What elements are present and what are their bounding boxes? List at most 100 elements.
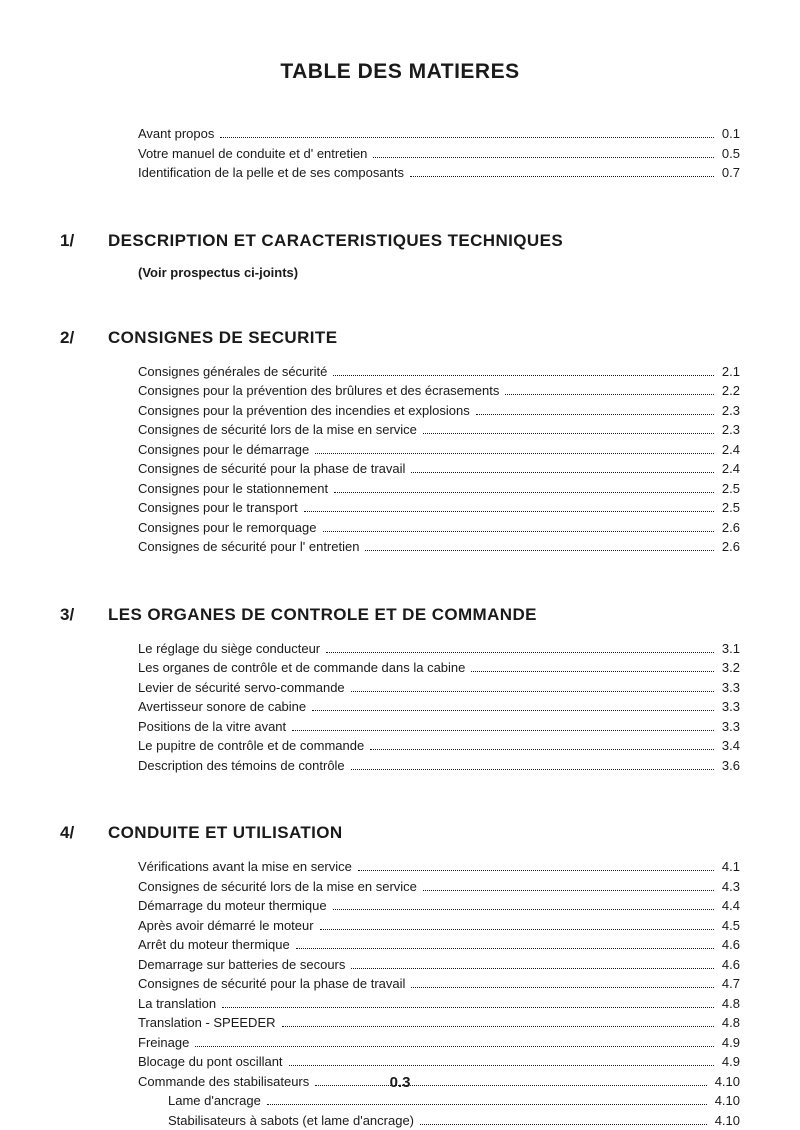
leader-dots: [333, 375, 714, 376]
section-number: 3/: [60, 605, 108, 625]
toc-entry-page: 2.4: [718, 440, 740, 460]
toc-entry-label: Consignes de sécurité lors de la mise en…: [138, 877, 417, 897]
toc-entry: Identification de la pelle et de ses com…: [138, 163, 740, 183]
toc-entry: Consignes pour la prévention des brûlure…: [138, 381, 740, 401]
leader-dots: [222, 1007, 714, 1008]
toc-entry: Consignes de sécurité pour la phase de t…: [138, 459, 740, 479]
toc-entry-page: 3.3: [718, 678, 740, 698]
section-number: 4/: [60, 823, 108, 843]
section-title: LES ORGANES DE CONTROLE ET DE COMMANDE: [108, 605, 537, 625]
toc-entry: Votre manuel de conduite et d' entretien…: [138, 144, 740, 164]
toc-entry-page: 0.5: [718, 144, 740, 164]
toc-entry: Consignes de sécurité pour l' entretien2…: [138, 537, 740, 557]
page-number: 0.3: [0, 1074, 800, 1091]
toc-entry-label: Positions de la vitre avant: [138, 717, 286, 737]
toc-section: 2/CONSIGNES DE SECURITE Consignes général…: [60, 328, 740, 557]
toc-entry-page: 0.1: [718, 124, 740, 144]
toc-entry-page: 2.6: [718, 518, 740, 538]
toc-entry-page: 3.3: [718, 697, 740, 717]
toc-entry-page: 2.2: [718, 381, 740, 401]
toc-entry-page: 4.9: [718, 1052, 740, 1072]
toc-entry: Consignes de sécurité lors de la mise en…: [138, 420, 740, 440]
toc-entry: Freinage4.9: [138, 1033, 740, 1053]
leader-dots: [351, 691, 714, 692]
toc-entry-page: 4.10: [711, 1091, 740, 1111]
toc-entry-page: 3.1: [718, 639, 740, 659]
leader-dots: [373, 157, 714, 158]
toc-entry: Après avoir démarré le moteur 4.5: [138, 916, 740, 936]
toc-entry-label: La translation: [138, 994, 216, 1014]
leader-dots: [476, 414, 714, 415]
toc-entry: Consignes pour le stationnement2.5: [138, 479, 740, 499]
toc-entry-label: Arrêt du moteur thermique: [138, 935, 290, 955]
toc-entry-page: 4.6: [718, 935, 740, 955]
toc-entry-page: 2.6: [718, 537, 740, 557]
section-number: 2/: [60, 328, 108, 348]
section-title: CONSIGNES DE SECURITE: [108, 328, 337, 348]
leader-dots: [220, 137, 714, 138]
toc-entry-label: Identification de la pelle et de ses com…: [138, 163, 404, 183]
toc-entry-page: 3.4: [718, 736, 740, 756]
toc-entry: Consignes de sécurité lors de la mise en…: [138, 877, 740, 897]
toc-entry-label: Consignes de sécurité pour la phase de t…: [138, 459, 405, 479]
toc-entry: Le pupitre de contrôle et de commande 3.4: [138, 736, 740, 756]
toc-entry: Consignes générales de sécurité2.1: [138, 362, 740, 382]
toc-entry: Description des témoins de contrôle3.6: [138, 756, 740, 776]
leader-dots: [351, 769, 714, 770]
toc-entry-label: Consignes de sécurité lors de la mise en…: [138, 420, 417, 440]
toc-entry-label: Consignes pour la prévention des incendi…: [138, 401, 470, 421]
leader-dots: [315, 453, 714, 454]
toc-entry: Vérifications avant la mise en service4.…: [138, 857, 740, 877]
toc-entry: Avertisseur sonore de cabine3.3: [138, 697, 740, 717]
leader-dots: [351, 968, 714, 969]
toc-entry: Consignes pour la prévention des incendi…: [138, 401, 740, 421]
section-header: 1/DESCRIPTION ET CARACTERISTIQUES TECHNI…: [60, 231, 740, 251]
toc-entry-page: 4.5: [718, 916, 740, 936]
toc-entry-page: 4.8: [718, 1013, 740, 1033]
toc-entry-page: 4.9: [718, 1033, 740, 1053]
toc-entry-page: 3.3: [718, 717, 740, 737]
toc-entry: Stabilisateurs à sabots (et lame d'ancra…: [138, 1111, 740, 1130]
toc-entry-label: Consignes pour le stationnement: [138, 479, 328, 499]
toc-entry-label: Description des témoins de contrôle: [138, 756, 345, 776]
toc-entry-page: 2.1: [718, 362, 740, 382]
toc-entry-page: 2.3: [718, 401, 740, 421]
toc-entry: Le réglage du siège conducteur 3.1: [138, 639, 740, 659]
section-entries: Le réglage du siège conducteur 3.1Les org…: [138, 639, 740, 776]
section-header: 4/CONDUITE ET UTILISATION: [60, 823, 740, 843]
leader-dots: [420, 1124, 707, 1125]
toc-entry-label: Lame d'ancrage: [138, 1091, 261, 1111]
leader-dots: [411, 987, 714, 988]
toc-entry-label: Le réglage du siège conducteur: [138, 639, 320, 659]
section-title: DESCRIPTION ET CARACTERISTIQUES TECHNIQU…: [108, 231, 563, 251]
leader-dots: [195, 1046, 714, 1047]
leader-dots: [320, 929, 714, 930]
section-header: 2/CONSIGNES DE SECURITE: [60, 328, 740, 348]
toc-entry-page: 4.3: [718, 877, 740, 897]
toc-entry: Levier de sécurité servo-commande 3.3: [138, 678, 740, 698]
toc-entry-label: Le pupitre de contrôle et de commande: [138, 736, 364, 756]
toc-entry-label: Consignes pour le transport: [138, 498, 298, 518]
leader-dots: [312, 710, 714, 711]
toc-entry: La translation4.8: [138, 994, 740, 1014]
section-title: CONDUITE ET UTILISATION: [108, 823, 343, 843]
toc-entry-label: Consignes pour le démarrage: [138, 440, 309, 460]
toc-section: 1/DESCRIPTION ET CARACTERISTIQUES TECHNI…: [60, 231, 740, 280]
toc-entry-label: Votre manuel de conduite et d' entretien: [138, 144, 367, 164]
toc-entry: Blocage du pont oscillant4.9: [138, 1052, 740, 1072]
leader-dots: [471, 671, 714, 672]
toc-entry: Consignes de sécurité pour la phase de t…: [138, 974, 740, 994]
leader-dots: [358, 870, 714, 871]
leader-dots: [326, 652, 714, 653]
toc-entry-page: 4.4: [718, 896, 740, 916]
toc-entry-page: 3.2: [718, 658, 740, 678]
toc-entry-label: Après avoir démarré le moteur: [138, 916, 314, 936]
toc-entry: Les organes de contrôle et de commande d…: [138, 658, 740, 678]
toc-entry: Positions de la vitre avant 3.3: [138, 717, 740, 737]
toc-entry-page: 0.7: [718, 163, 740, 183]
toc-entry: Démarrage du moteur thermique4.4: [138, 896, 740, 916]
toc-entry-label: Stabilisateurs à sabots (et lame d'ancra…: [138, 1111, 414, 1130]
toc-entry-label: Levier de sécurité servo-commande: [138, 678, 345, 698]
leader-dots: [304, 511, 714, 512]
section-header: 3/LES ORGANES DE CONTROLE ET DE COMMANDE: [60, 605, 740, 625]
